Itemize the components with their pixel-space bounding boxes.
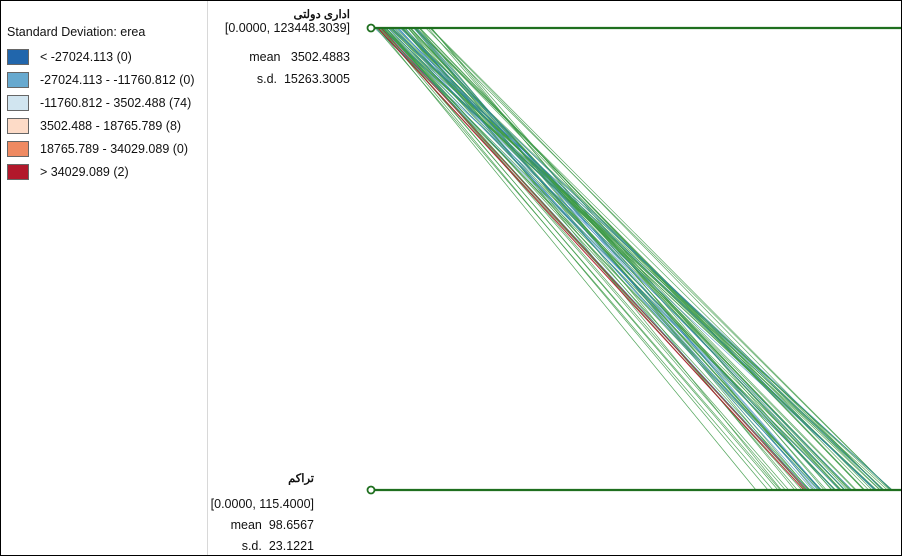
data-line: [409, 27, 848, 491]
top-axis-mean: mean 3502.4883: [208, 50, 350, 64]
mean-value: 98.6567: [268, 518, 314, 532]
plot-svg: [366, 23, 901, 495]
data-line: [379, 27, 769, 491]
bottom-axis-handle: [366, 485, 376, 495]
data-line: [377, 27, 757, 491]
mean-label: mean: [230, 518, 262, 532]
legend-item: -27024.113 - -11760.812 (0): [7, 70, 195, 90]
data-line: [413, 27, 821, 491]
legend-swatch: [7, 49, 29, 65]
bottom-axis-mean: mean 98.6567: [208, 518, 314, 532]
data-line: [415, 27, 822, 491]
data-line: [427, 27, 825, 491]
data-line: [429, 27, 883, 491]
legend-item: -11760.812 - 3502.488 (74): [7, 93, 191, 113]
data-line: [430, 27, 891, 491]
legend-label: < -27024.113 (0): [40, 50, 132, 64]
data-line: [400, 27, 883, 491]
legend-label: -27024.113 - -11760.812 (0): [40, 73, 195, 87]
legend-swatch: [7, 164, 29, 180]
data-line: [396, 27, 875, 491]
sd-label: s.d.: [241, 539, 262, 553]
data-line: [431, 27, 832, 491]
legend-swatch: [7, 95, 29, 111]
legend-label: 18765.789 - 34029.089 (0): [40, 142, 189, 156]
bottom-axis-name: تراکم: [288, 473, 314, 485]
legend-label: > 34029.089 (2): [40, 165, 129, 179]
legend-item: < -27024.113 (0): [7, 47, 132, 67]
data-line: [397, 27, 846, 491]
data-line: [414, 27, 884, 491]
legend-swatch: [7, 72, 29, 88]
data-line: [393, 27, 819, 491]
top-axis-name: اداری دولتی: [293, 9, 351, 21]
sd-value: 15263.3005: [283, 72, 350, 86]
top-axis-range: [0.0000, 123448.3039]: [224, 21, 350, 35]
data-line: [389, 27, 881, 491]
data-line: [377, 27, 805, 491]
data-line: [380, 27, 808, 491]
top-axis-sd: s.d. 15263.3005: [208, 72, 350, 86]
plot-area: اداری دولتی [0.0000, 123448.3039] mean 3…: [208, 1, 901, 555]
sd-value: 23.1221: [268, 539, 314, 553]
data-line: [375, 27, 774, 491]
data-line: [425, 27, 891, 491]
data-line: [385, 27, 835, 491]
legend-label: -11760.812 - 3502.488 (74): [40, 96, 192, 110]
bottom-axis-range: [0.0000, 115.4000]: [210, 497, 314, 511]
data-line: [394, 27, 836, 491]
legend-swatch: [7, 118, 29, 134]
data-line: [380, 27, 781, 491]
data-line: [374, 27, 877, 491]
legend-label: 3502.488 - 18765.789 (8): [40, 119, 182, 133]
legend-swatch: [7, 141, 29, 157]
data-line: [387, 27, 853, 491]
data-line: [401, 27, 798, 491]
data-line: [409, 27, 845, 491]
legend-item: 18765.789 - 34029.089 (0): [7, 139, 188, 159]
data-line: [376, 27, 841, 491]
legend-panel: Standard Deviation: erea < -27024.113 (0…: [1, 1, 208, 555]
mean-label: mean: [249, 50, 281, 64]
legend-title: Standard Deviation: erea: [7, 25, 146, 39]
data-line: [380, 27, 893, 491]
legend-item: 3502.488 - 18765.789 (8): [7, 116, 181, 136]
data-line: [385, 27, 811, 491]
bottom-axis-sd: s.d. 23.1221: [208, 539, 314, 553]
data-line: [388, 27, 840, 491]
data-line: [381, 27, 779, 491]
data-line: [390, 27, 892, 491]
mean-value: 3502.4883: [290, 50, 350, 64]
top-axis-handle: [366, 23, 376, 33]
sd-label: s.d.: [256, 72, 277, 86]
legend-item: > 34029.089 (2): [7, 162, 129, 182]
